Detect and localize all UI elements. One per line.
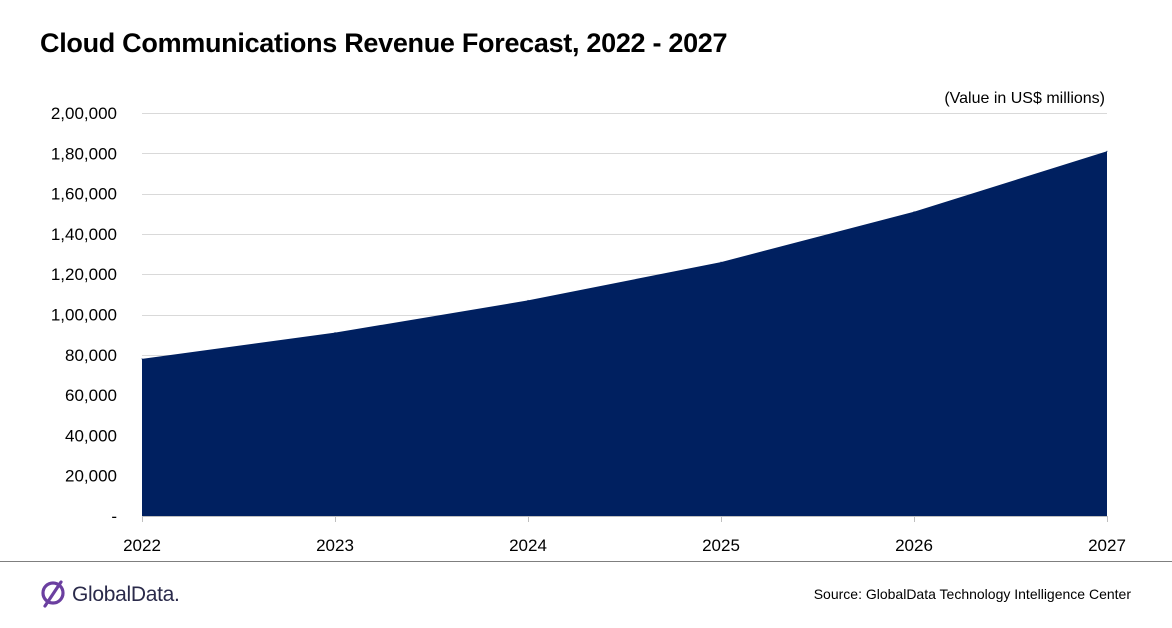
data-point-2026 xyxy=(913,211,915,213)
data-point-2023 xyxy=(334,332,336,334)
y-tick-label: 80,000 xyxy=(65,346,117,365)
y-tick-label: 1,00,000 xyxy=(51,306,117,325)
logo-text: GlobalData. xyxy=(72,583,180,606)
data-point-2025 xyxy=(720,261,722,263)
x-tick-label: 2023 xyxy=(316,536,354,555)
chart-plot: - 20,000 40,000 60,000 80,000 1,00,000 1,20,00… xyxy=(51,104,1126,555)
y-tick-label: 1,20,000 xyxy=(51,265,117,284)
source-note: Source: GlobalData Technology Intelligen… xyxy=(813,586,1131,602)
y-tick-label: 60,000 xyxy=(65,386,117,405)
y-tick-label: 1,80,000 xyxy=(51,144,117,163)
data-point-2022 xyxy=(141,358,143,360)
y-tick-label: 2,00,000 xyxy=(51,104,117,123)
y-tick-label: - xyxy=(111,507,117,526)
globaldata-logo-icon xyxy=(41,580,65,608)
chart-title: Cloud Communications Revenue Forecast, 2… xyxy=(40,28,728,58)
y-tick-label: 1,40,000 xyxy=(51,225,117,244)
data-point-2027 xyxy=(1106,150,1108,152)
unit-note: (Value in US$ millions) xyxy=(944,90,1105,107)
y-tick-label: 20,000 xyxy=(65,467,117,486)
y-tick-label: 1,60,000 xyxy=(51,185,117,204)
x-tick-label: 2024 xyxy=(509,536,547,555)
x-tick-label: 2027 xyxy=(1088,536,1126,555)
revenue-area xyxy=(142,151,1107,516)
x-tick-label: 2026 xyxy=(895,536,933,555)
y-tick-label: 40,000 xyxy=(65,426,117,445)
x-tick-label: 2022 xyxy=(123,536,161,555)
x-tick-label: 2025 xyxy=(702,536,740,555)
footer-divider xyxy=(0,561,1172,562)
globaldata-logo: GlobalData. xyxy=(40,578,180,612)
data-point-2024 xyxy=(527,299,529,301)
